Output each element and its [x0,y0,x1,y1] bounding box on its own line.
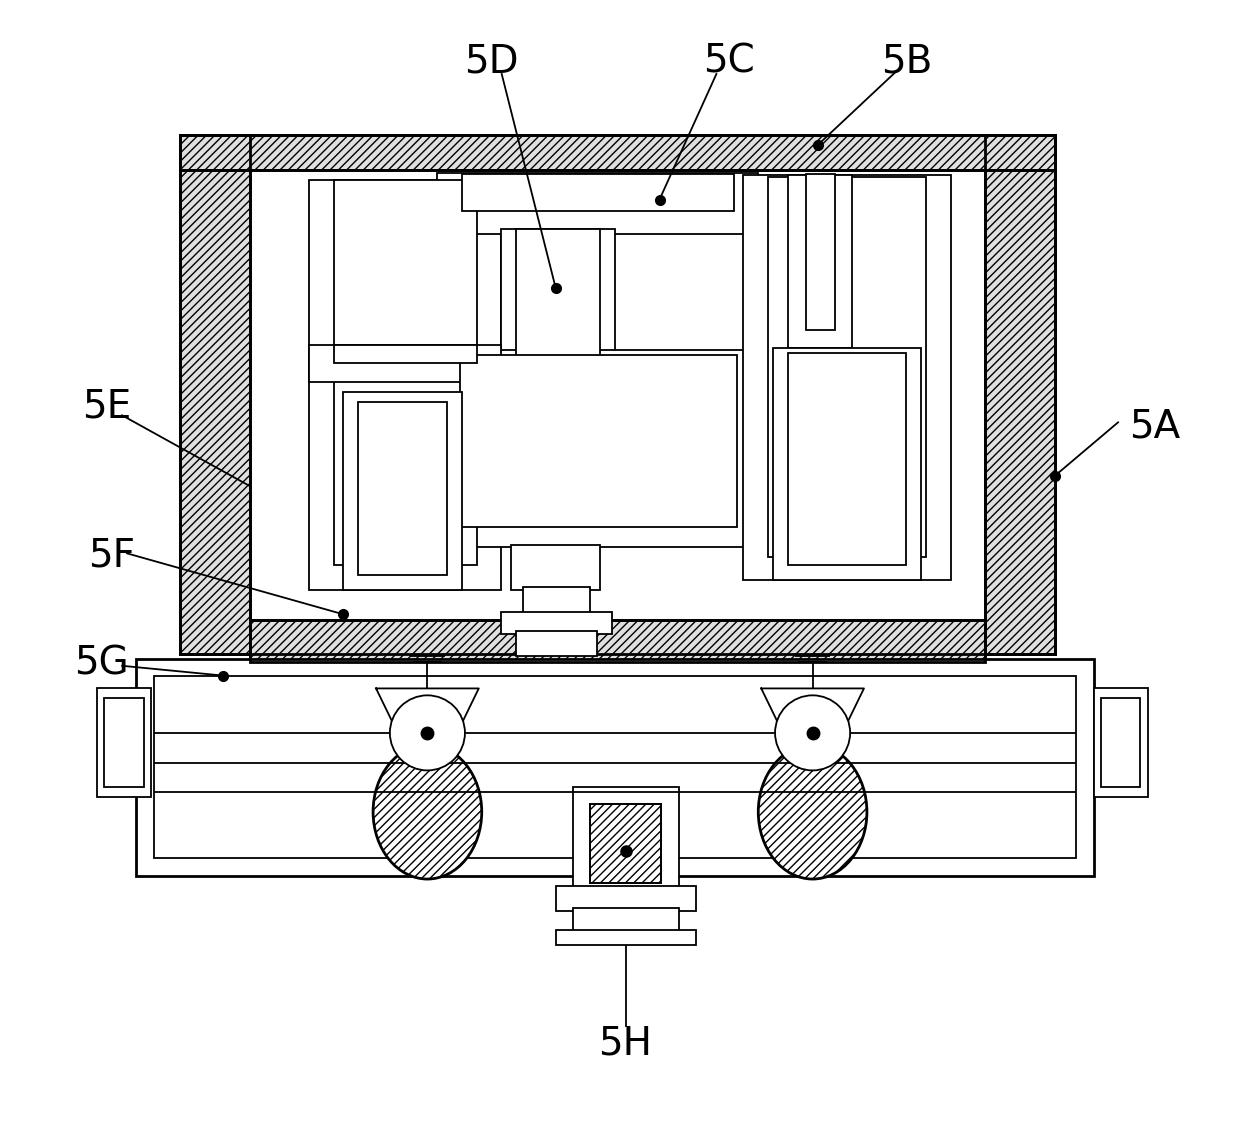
Bar [309,344,501,383]
Bar [744,174,951,579]
Bar [501,229,615,501]
Text: 5D: 5D [464,43,518,80]
Bar [249,620,986,661]
Bar [787,352,906,565]
Bar [309,180,501,590]
Bar [334,344,477,362]
Text: 5G: 5G [74,645,129,683]
Bar [773,348,921,579]
Ellipse shape [389,695,465,771]
Bar [249,620,986,661]
Bar [523,587,590,614]
Polygon shape [761,688,864,724]
Bar [181,135,1054,170]
Bar [806,174,836,330]
Bar [358,402,448,575]
Bar [511,546,600,590]
Bar [590,804,661,883]
Bar [1101,699,1141,788]
Bar [986,135,1054,654]
Text: 5A: 5A [1128,407,1180,446]
Text: 5F: 5F [88,537,135,574]
Bar [334,180,477,565]
Bar [768,177,926,557]
Text: 5E: 5E [82,388,131,426]
Ellipse shape [759,745,867,879]
Bar [986,135,1054,654]
Bar [501,612,613,634]
Bar [556,930,696,945]
Bar [516,631,598,656]
Bar [438,350,759,547]
Ellipse shape [775,695,851,771]
Bar [590,804,661,883]
Ellipse shape [373,745,481,879]
Text: 5B: 5B [880,43,932,80]
Bar [343,393,463,590]
Text: 5C: 5C [703,43,754,80]
Bar [181,135,249,654]
Bar [181,135,249,654]
Polygon shape [376,688,479,724]
Bar [438,173,759,234]
Bar [556,886,696,910]
Bar [136,659,1094,876]
Bar [573,788,680,901]
Bar [104,699,144,788]
Bar [463,174,734,212]
Bar [460,354,737,528]
Text: 5H: 5H [598,1025,652,1063]
Bar [573,908,680,935]
Bar [97,688,151,798]
Bar [154,676,1076,858]
Bar [516,229,600,486]
Bar [181,135,1054,654]
Bar [181,135,1054,170]
Bar [1094,688,1148,798]
Bar [787,174,852,348]
